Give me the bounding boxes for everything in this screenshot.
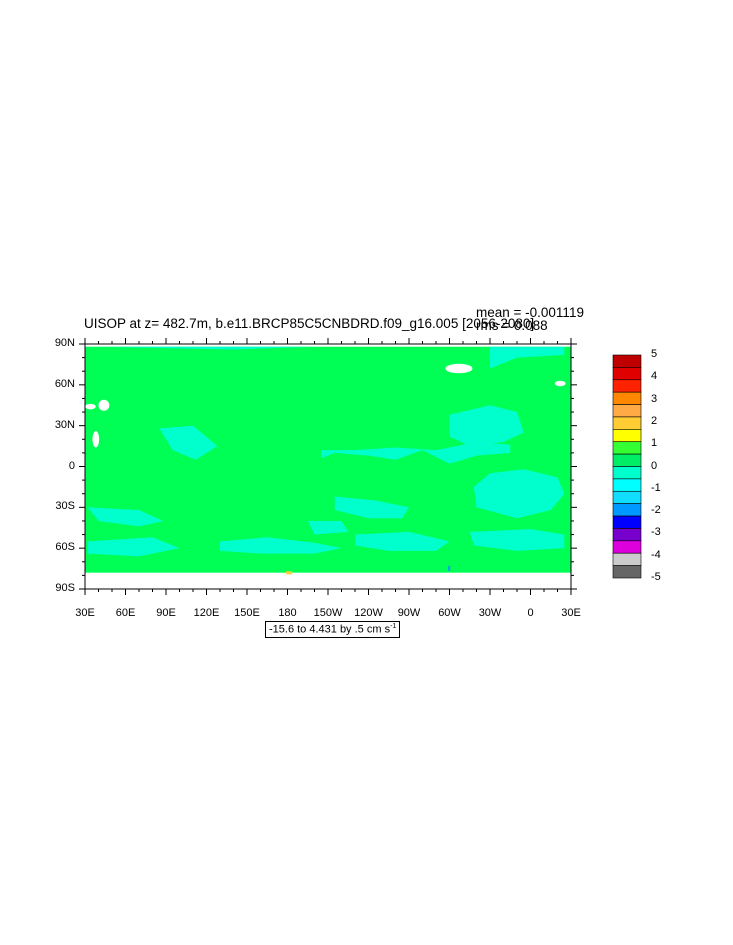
colorbar-label: -1 <box>651 481 661 494</box>
mean-stat: mean = -0.001119 <box>476 305 584 320</box>
colorbar-label: 5 <box>651 348 658 360</box>
negative-region-5 <box>87 507 164 527</box>
colorbar-box-16 <box>612 552 642 566</box>
x-tick-label: 120E <box>193 607 220 619</box>
negative-region-8 <box>355 531 450 551</box>
y-tick-label: 0 <box>68 459 75 472</box>
negative-region-1 <box>449 405 524 447</box>
missing-patch-1 <box>98 399 110 411</box>
x-tick-label: 30E <box>561 607 581 619</box>
colorbar-label: 3 <box>651 392 658 405</box>
colorbar-box-9 <box>612 466 642 480</box>
y-tick-label: 30N <box>54 418 75 431</box>
negative-region-3 <box>473 469 565 519</box>
negative-region-6 <box>307 520 349 535</box>
colorbar-label: -3 <box>651 526 661 539</box>
y-tick-label: 90S <box>55 582 75 594</box>
negative-region-9 <box>469 529 565 551</box>
negative-region-7 <box>220 537 342 554</box>
x-tick-label: 150E <box>234 607 260 619</box>
positive-speck <box>286 571 293 575</box>
missing-patch-0 <box>445 363 473 374</box>
x-tick-label: 120W <box>354 607 383 619</box>
colorbar-box-12 <box>612 503 642 517</box>
negative-region-0 <box>321 442 511 464</box>
missing-patch-2 <box>85 403 96 410</box>
negative-speck <box>448 565 451 571</box>
colorbar-box-11 <box>612 490 642 504</box>
x-tick-label: 60W <box>438 607 461 619</box>
missing-patch-4 <box>92 431 100 448</box>
x-tick-label: 30E <box>75 607 95 619</box>
colorbar-box-7 <box>612 441 642 455</box>
negative-region-4 <box>334 496 409 519</box>
y-tick-label: 90N <box>54 337 75 349</box>
colorbar-box-14 <box>612 528 642 542</box>
rms-stat: rms = 0.088 <box>476 318 548 333</box>
negative-region-12 <box>93 346 315 350</box>
colorbar-label: 2 <box>651 414 658 427</box>
x-tick-label: 150W <box>313 607 343 619</box>
negative-region-10 <box>87 537 180 557</box>
colorbar-label: 1 <box>651 437 658 450</box>
x-tick-label: 90W <box>397 607 421 619</box>
colorbar-box-3 <box>612 391 642 405</box>
x-tick-label: 0 <box>527 607 534 619</box>
colorbar-box-8 <box>612 453 642 467</box>
colorbar-box-15 <box>612 540 642 554</box>
y-tick-label: 60N <box>54 377 75 390</box>
colorbar-label: -5 <box>651 571 661 583</box>
negative-region-11 <box>490 346 565 369</box>
contour-range-exponent: -1 <box>390 623 397 630</box>
colorbar-box-4 <box>612 404 642 418</box>
y-tick-label: 30S <box>55 500 75 513</box>
x-tick-label: 60E <box>115 607 136 619</box>
colorbar-box-13 <box>612 515 642 529</box>
colorbar-label: -2 <box>651 504 661 517</box>
colorbar-label: 4 <box>651 370 658 383</box>
colorbar-box-10 <box>612 478 642 492</box>
chart-title: UISOP at z= 482.7m, b.e11.BRCP85C5CNBDRD… <box>84 316 535 331</box>
x-tick-label: 30W <box>478 607 502 619</box>
colorbar-box-1 <box>612 367 642 381</box>
missing-patch-3 <box>554 380 566 387</box>
colorbar-label: -4 <box>651 548 661 561</box>
colorbar-box-2 <box>612 379 642 393</box>
y-tick-label: 60S <box>55 541 75 554</box>
contour-range-text: -15.6 to 4.431 by .5 cm s <box>269 623 391 636</box>
colorbar-label: 0 <box>651 459 658 472</box>
colorbar-box-6 <box>612 429 642 443</box>
colorbar-box-5 <box>612 416 642 430</box>
x-tick-label: 180 <box>278 607 297 619</box>
negative-region-2 <box>159 425 218 460</box>
colorbar-box-17 <box>612 565 642 579</box>
colorbar-box-0 <box>612 354 642 368</box>
x-tick-label: 90E <box>156 607 176 619</box>
contour-range-box: -15.6 to 4.431 by .5 cm s-1 <box>265 621 401 638</box>
